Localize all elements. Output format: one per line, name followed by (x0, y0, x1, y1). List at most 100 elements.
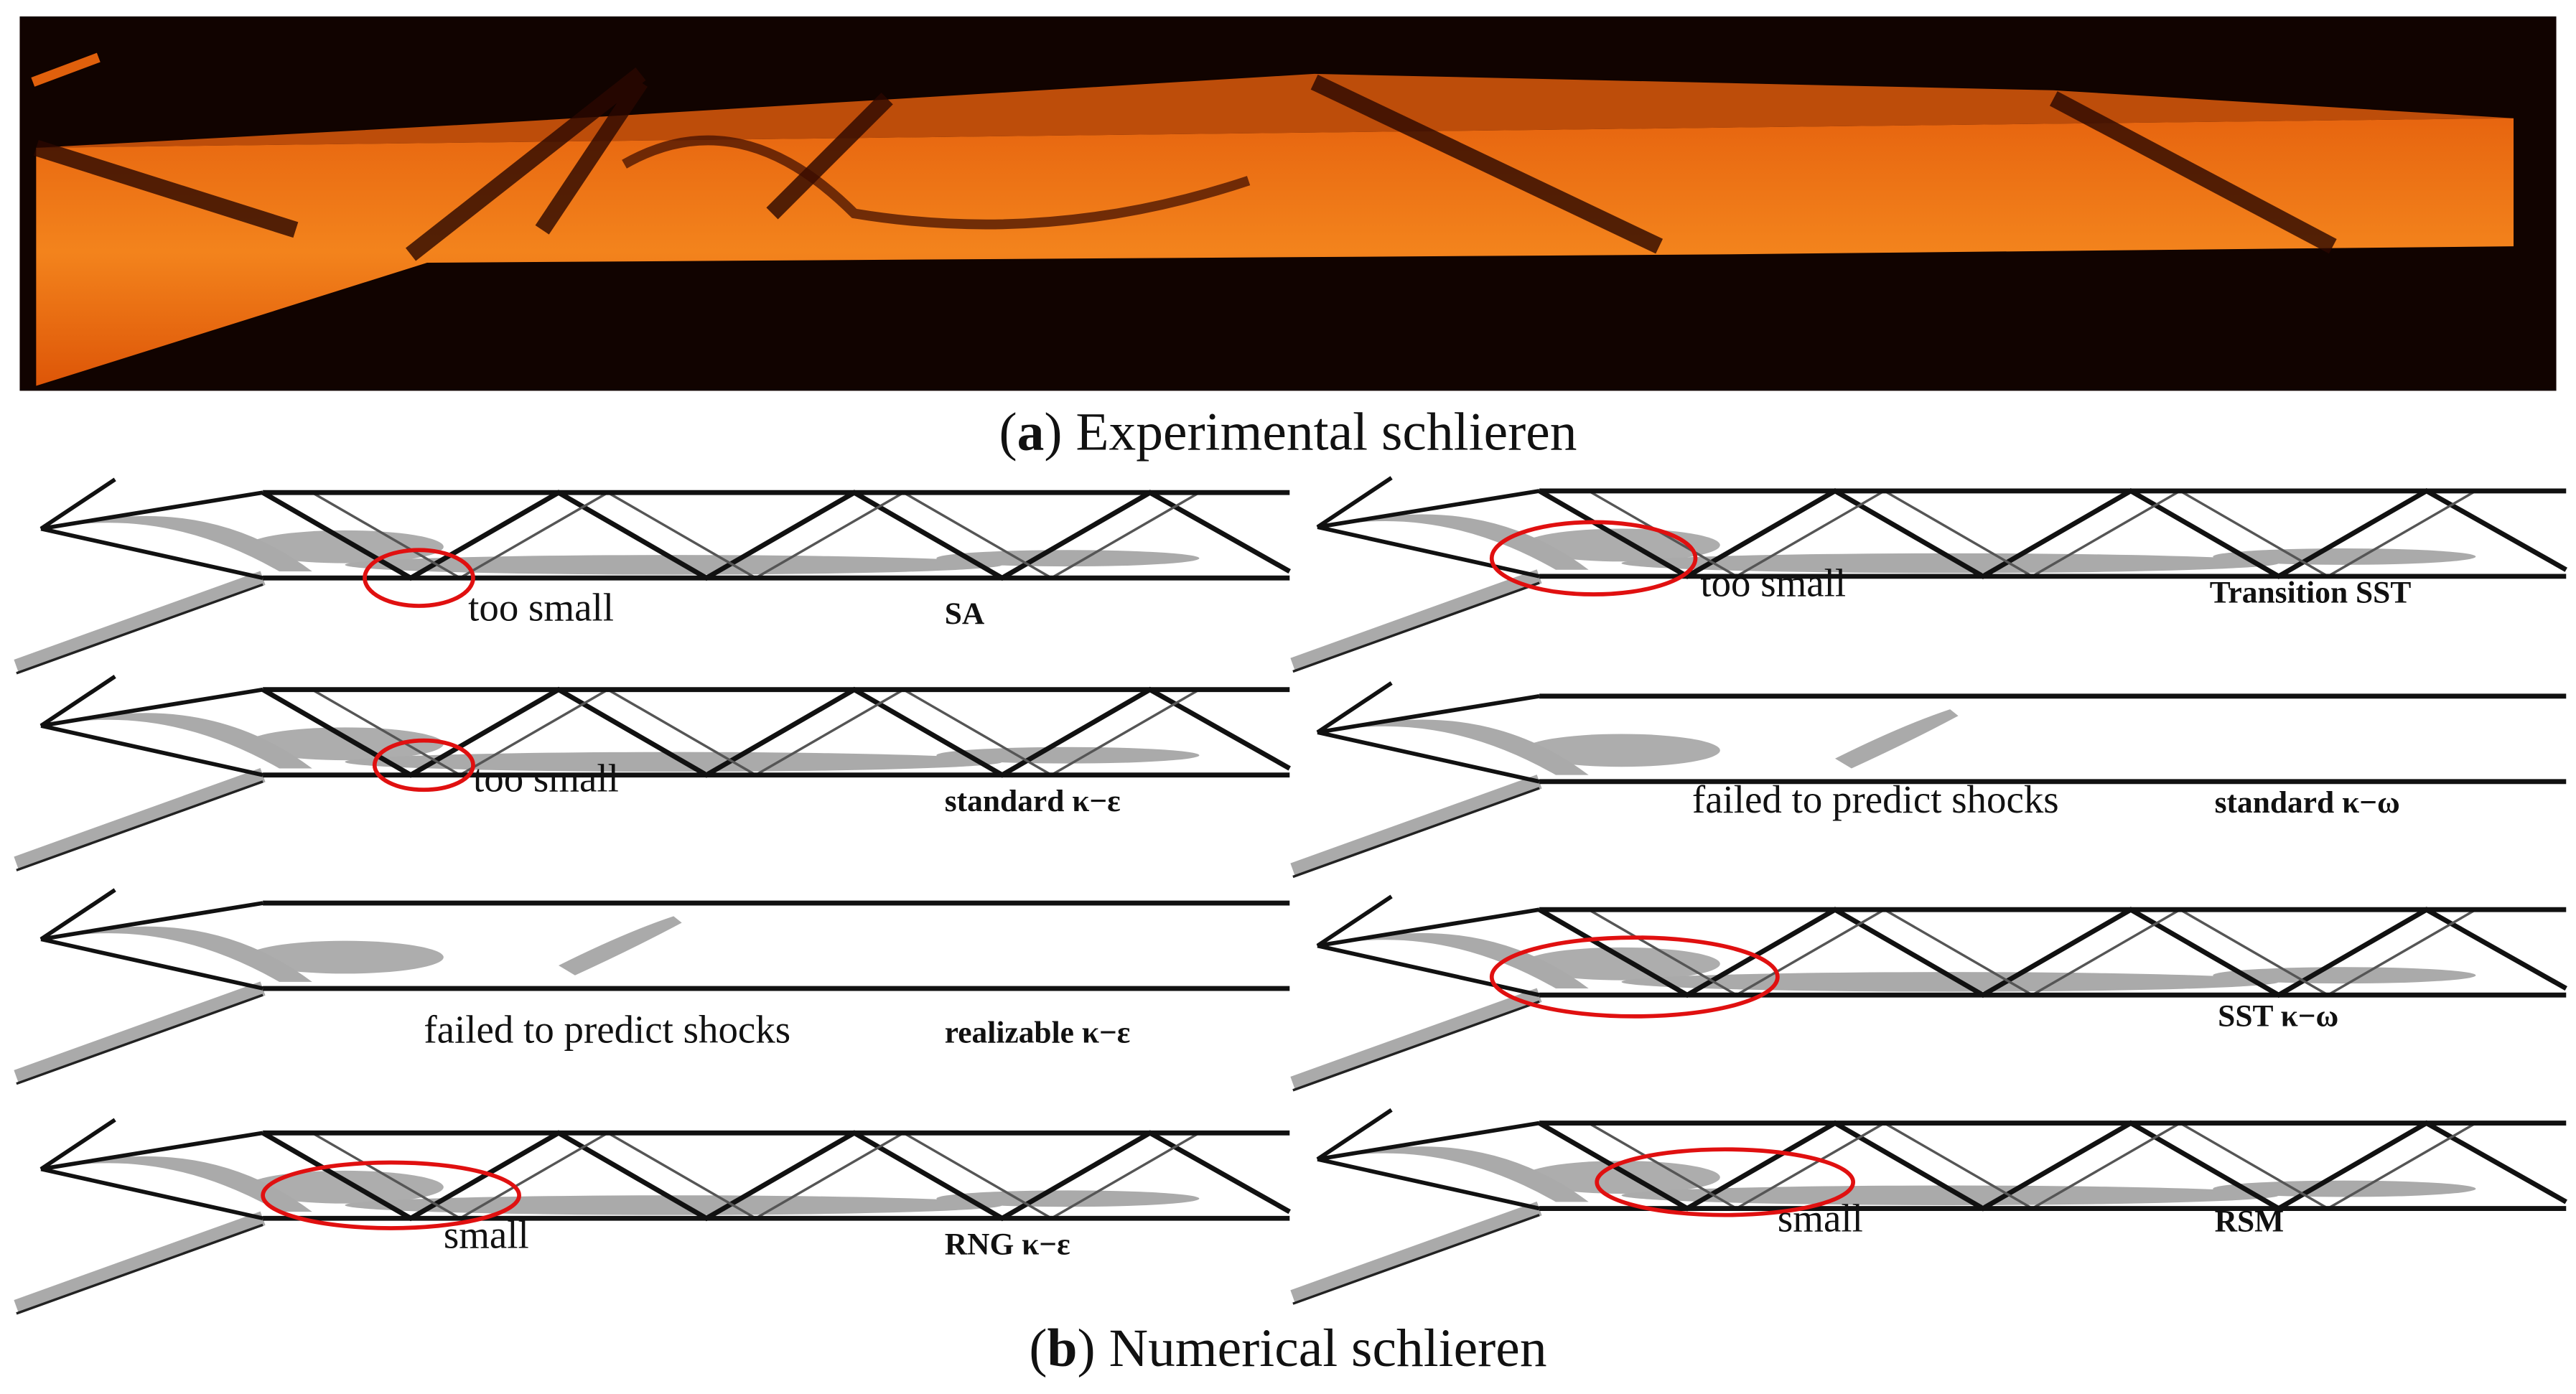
inlet-lines (39, 477, 263, 580)
blob (2213, 1180, 2476, 1197)
inlet-lines (39, 888, 263, 991)
blob (1325, 719, 1589, 775)
highlight (261, 1160, 521, 1230)
duct-walls (1539, 488, 2567, 579)
annotation: too small (468, 586, 614, 630)
ramp-edge (16, 583, 263, 675)
ramp-edge (1292, 1214, 1540, 1305)
cfd-panel: too small standard κ−ε (14, 675, 1291, 871)
highlight (1595, 1147, 1856, 1217)
separation-blob (1523, 734, 1720, 767)
caption-text: ) Numerical schlieren (1078, 1319, 1547, 1378)
blob (1621, 1185, 2279, 1205)
model-label: standard κ−ε (945, 784, 1121, 818)
blob (559, 916, 682, 976)
separation-blob (246, 727, 444, 761)
ramp-edge (16, 1223, 263, 1315)
model-label: standard κ−ω (2215, 785, 2400, 820)
cfd-panel: SST κ−ω (1290, 894, 2567, 1092)
blob (1621, 972, 2279, 992)
caption-b: (b) Numerical schlieren (1029, 1319, 1546, 1378)
ramp-edge (16, 993, 263, 1085)
ramp (1290, 775, 1542, 878)
experimental-image (19, 16, 2557, 391)
separation-blob (246, 1170, 444, 1204)
blob (1325, 932, 1589, 989)
caption-open: ( (1029, 1319, 1047, 1378)
duct-walls (263, 900, 1290, 991)
blob (49, 515, 312, 572)
ramp (14, 981, 266, 1085)
inlet-lines (39, 1118, 263, 1221)
ramp-edge (1292, 1000, 1540, 1092)
ramp (14, 1211, 266, 1314)
cfd-panel: small RNG κ−ε (14, 1118, 1291, 1315)
blob (49, 1156, 312, 1212)
blob (1325, 1146, 1589, 1202)
annotation: small (444, 1212, 529, 1256)
ramp (1290, 988, 1542, 1091)
caption-a: (a) Experimental schlieren (999, 403, 1577, 462)
duct-walls (263, 687, 1290, 778)
model-label: RNG κ−ε (945, 1227, 1070, 1262)
ramp (1290, 1201, 1542, 1304)
annotation: too small (1700, 561, 1846, 604)
annotation: small (1778, 1197, 1863, 1240)
ramp (1290, 569, 1542, 673)
ramp (14, 571, 266, 674)
cfd-panel: failed to predict shocks standard κ−ω (1290, 681, 2567, 879)
caption-label: b (1047, 1319, 1078, 1378)
caption-text: ) Experimental schlieren (1044, 403, 1577, 462)
annotation: too small (473, 757, 619, 800)
blob (1621, 553, 2279, 574)
blob (2213, 967, 2476, 984)
duct-walls (263, 490, 1290, 581)
highlight (363, 548, 475, 608)
model-label: SST κ−ω (2218, 999, 2338, 1034)
ramp-edge (1292, 787, 1540, 879)
duct-walls (1539, 693, 2567, 785)
model-label: SA (945, 597, 985, 631)
highlight (1489, 935, 1780, 1019)
duct-walls (263, 1130, 1290, 1221)
annotation: failed to predict shocks (1692, 777, 2059, 821)
inlet-lines (39, 675, 263, 777)
duct-walls (1539, 1121, 2567, 1211)
cfd-panel: failed to predict shocks realizable κ−ε (14, 888, 1290, 1085)
blob (49, 713, 312, 769)
blob (1834, 709, 1959, 769)
highlight (1489, 520, 1698, 597)
blob (345, 752, 1002, 772)
inlet-lines (1316, 894, 1540, 997)
blob (936, 1190, 1200, 1207)
inlet-lines (1316, 476, 1540, 579)
duct-walls (1539, 907, 2567, 998)
caption-open: ( (999, 403, 1017, 462)
cfd-panel: too small Transition SST (1290, 476, 2567, 673)
blob (1325, 514, 1589, 570)
blob (936, 550, 1200, 567)
separation-blob (246, 940, 444, 974)
inlet-lines (1316, 1108, 1540, 1211)
blob (936, 747, 1200, 764)
annotation: failed to predict shocks (424, 1008, 790, 1052)
ramp (14, 767, 266, 871)
blob (2213, 548, 2476, 565)
blob (345, 555, 1002, 575)
model-label: RSM (2215, 1204, 2285, 1239)
ramp-edge (1292, 581, 1540, 673)
cfd-panel: too small SA (14, 477, 1291, 675)
numerical-panels: too small SA too small standard κ−ε failed t… (14, 476, 2567, 1315)
model-label: realizable κ−ε (945, 1016, 1131, 1050)
ramp-edge (16, 780, 263, 871)
caption-label: a (1017, 403, 1045, 462)
separation-blob (1523, 947, 1720, 981)
model-label: Transition SST (2210, 575, 2412, 609)
cfd-panel: small RSM (1290, 1108, 2567, 1305)
highlight (372, 738, 475, 792)
separation-blob (1523, 1161, 1720, 1194)
inlet-lines (1316, 681, 1540, 784)
blob (49, 926, 312, 982)
